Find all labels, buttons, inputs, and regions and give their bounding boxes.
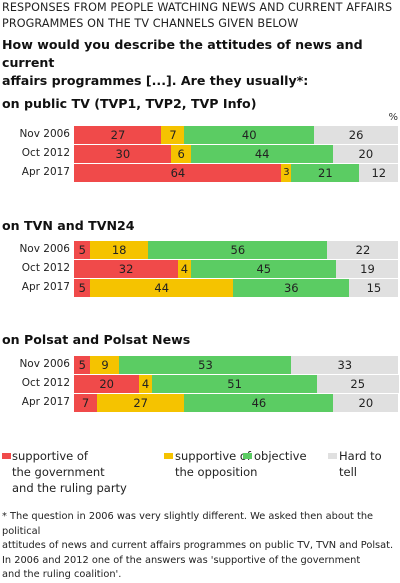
- footnote-line-3: In 2006 and 2012 one of the answers was …: [2, 554, 361, 566]
- legend-swatch-opp: [164, 453, 173, 459]
- bar-segment-hard: 25: [317, 375, 399, 393]
- bar-segment-opp: 44: [90, 279, 234, 297]
- bar-segment-hard: 20: [333, 145, 399, 163]
- footnote-line-2: attitudes of news and current affairs pr…: [2, 540, 394, 551]
- bar-segment-opp: 27: [96, 394, 185, 412]
- legend-label-objective: objective: [254, 449, 307, 463]
- group-title-2: on TVN and TVN24: [2, 218, 135, 233]
- legend-item-gov: supportive of the government and the rul…: [12, 448, 127, 496]
- bar-segment-hard: 19: [336, 260, 399, 278]
- bar-segment-hard: 12: [359, 164, 399, 182]
- bar-segment-hard: 20: [333, 394, 399, 412]
- legend-item-opp: supportive of the opposition: [175, 448, 257, 480]
- bar-row: 32 4 45 19: [74, 260, 399, 278]
- bar-segment-objective: 56: [147, 241, 328, 259]
- legend-label-gov-2: the government: [12, 465, 105, 479]
- legend-swatch-hard: [328, 453, 337, 459]
- footnote: * The question in 2006 was very slightly…: [2, 510, 398, 583]
- bar-segment-gov: 5: [74, 356, 91, 374]
- legend-label-hard: Hard to tell: [339, 449, 382, 479]
- row-label: Oct 2012: [21, 377, 70, 389]
- legend-swatch-gov: [2, 453, 11, 459]
- row-label: Oct 2012: [21, 147, 70, 159]
- bar-row: 27 7 40 26: [74, 126, 399, 144]
- row-label: Apr 2017: [21, 396, 70, 408]
- bar-segment-objective: 40: [184, 126, 315, 144]
- legend-label-gov-3: and the ruling party: [12, 481, 127, 495]
- legend-item-objective: objective: [254, 448, 307, 464]
- row-label: Oct 2012: [21, 262, 70, 274]
- bar-segment-hard: 15: [349, 279, 399, 297]
- question-line-2: affairs programmes [...]. Are they usual…: [2, 73, 309, 88]
- row-label: Nov 2006: [19, 358, 70, 370]
- bar-row: 20 4 51 25: [74, 375, 399, 393]
- bar-segment-objective: 44: [190, 145, 334, 163]
- bar-segment-objective: 53: [119, 356, 292, 374]
- subtitle-line-2: PROGRAMMES ON THE TV CHANNELS GIVEN BELO…: [2, 17, 299, 30]
- group-title-1: on public TV (TVP1, TVP2, TVP Info): [2, 96, 257, 111]
- percent-unit: %: [388, 112, 398, 123]
- legend-item-hard: Hard to tell: [339, 448, 400, 480]
- bar-row: 5 44 36 15: [74, 279, 399, 297]
- bar-segment-hard: 33: [291, 356, 399, 374]
- bar-row: 30 6 44 20: [74, 145, 399, 163]
- bar-segment-hard: 22: [327, 241, 399, 259]
- chart-subtitle: RESPONSES FROM PEOPLE WATCHING NEWS AND …: [2, 0, 398, 32]
- legend-label-opp-2: the opposition: [175, 465, 258, 479]
- bar-segment-gov: 64: [74, 164, 282, 182]
- subtitle-line-1: RESPONSES FROM PEOPLE WATCHING NEWS AND …: [2, 1, 393, 14]
- bar-segment-gov: 7: [74, 394, 98, 412]
- bar-segment-opp: 18: [90, 241, 149, 259]
- bar-segment-objective: 36: [232, 279, 350, 297]
- bar-segment-gov: 20: [74, 375, 140, 393]
- bar-segment-opp: 4: [177, 260, 192, 278]
- bar-row: 7 27 46 20: [74, 394, 399, 412]
- row-label: Nov 2006: [19, 128, 70, 140]
- bar-segment-hard: 26: [313, 126, 399, 144]
- bar-segment-gov: 32: [74, 260, 179, 278]
- bar-segment-gov: 5: [74, 279, 91, 297]
- bar-segment-objective: 46: [184, 394, 334, 412]
- bar-segment-opp: 6: [171, 145, 192, 163]
- row-label: Nov 2006: [19, 243, 70, 255]
- bar-row: 64 3 21 12: [74, 164, 399, 182]
- legend-label-gov-1: supportive of: [12, 449, 88, 463]
- bar-segment-objective: 21: [291, 164, 360, 182]
- legend-swatch-objective: [243, 453, 252, 459]
- row-label: Apr 2017: [21, 166, 70, 178]
- row-label: Apr 2017: [21, 281, 70, 293]
- group-title-3: on Polsat and Polsat News: [2, 332, 191, 347]
- bar-segment-objective: 51: [151, 375, 318, 393]
- bar-row: 5 18 56 22: [74, 241, 399, 259]
- bar-segment-objective: 45: [190, 260, 337, 278]
- legend-label-opp-1: supportive of: [175, 449, 251, 463]
- bar-segment-opp: 9: [90, 356, 120, 374]
- question-line-1: How would you describe the attitudes of …: [2, 37, 363, 70]
- footnote-line-4: and the ruling coalition'.: [2, 569, 122, 580]
- bar-segment-gov: 27: [74, 126, 162, 144]
- question-title: How would you describe the attitudes of …: [2, 36, 398, 90]
- footnote-line-1: * The question in 2006 was very slightly…: [2, 511, 374, 537]
- bar-segment-gov: 30: [74, 145, 172, 163]
- bar-segment-gov: 5: [74, 241, 91, 259]
- bar-row: 5 9 53 33: [74, 356, 399, 374]
- bar-segment-opp: 3: [281, 164, 292, 182]
- bar-segment-opp: 4: [138, 375, 153, 393]
- bar-segment-opp: 7: [161, 126, 185, 144]
